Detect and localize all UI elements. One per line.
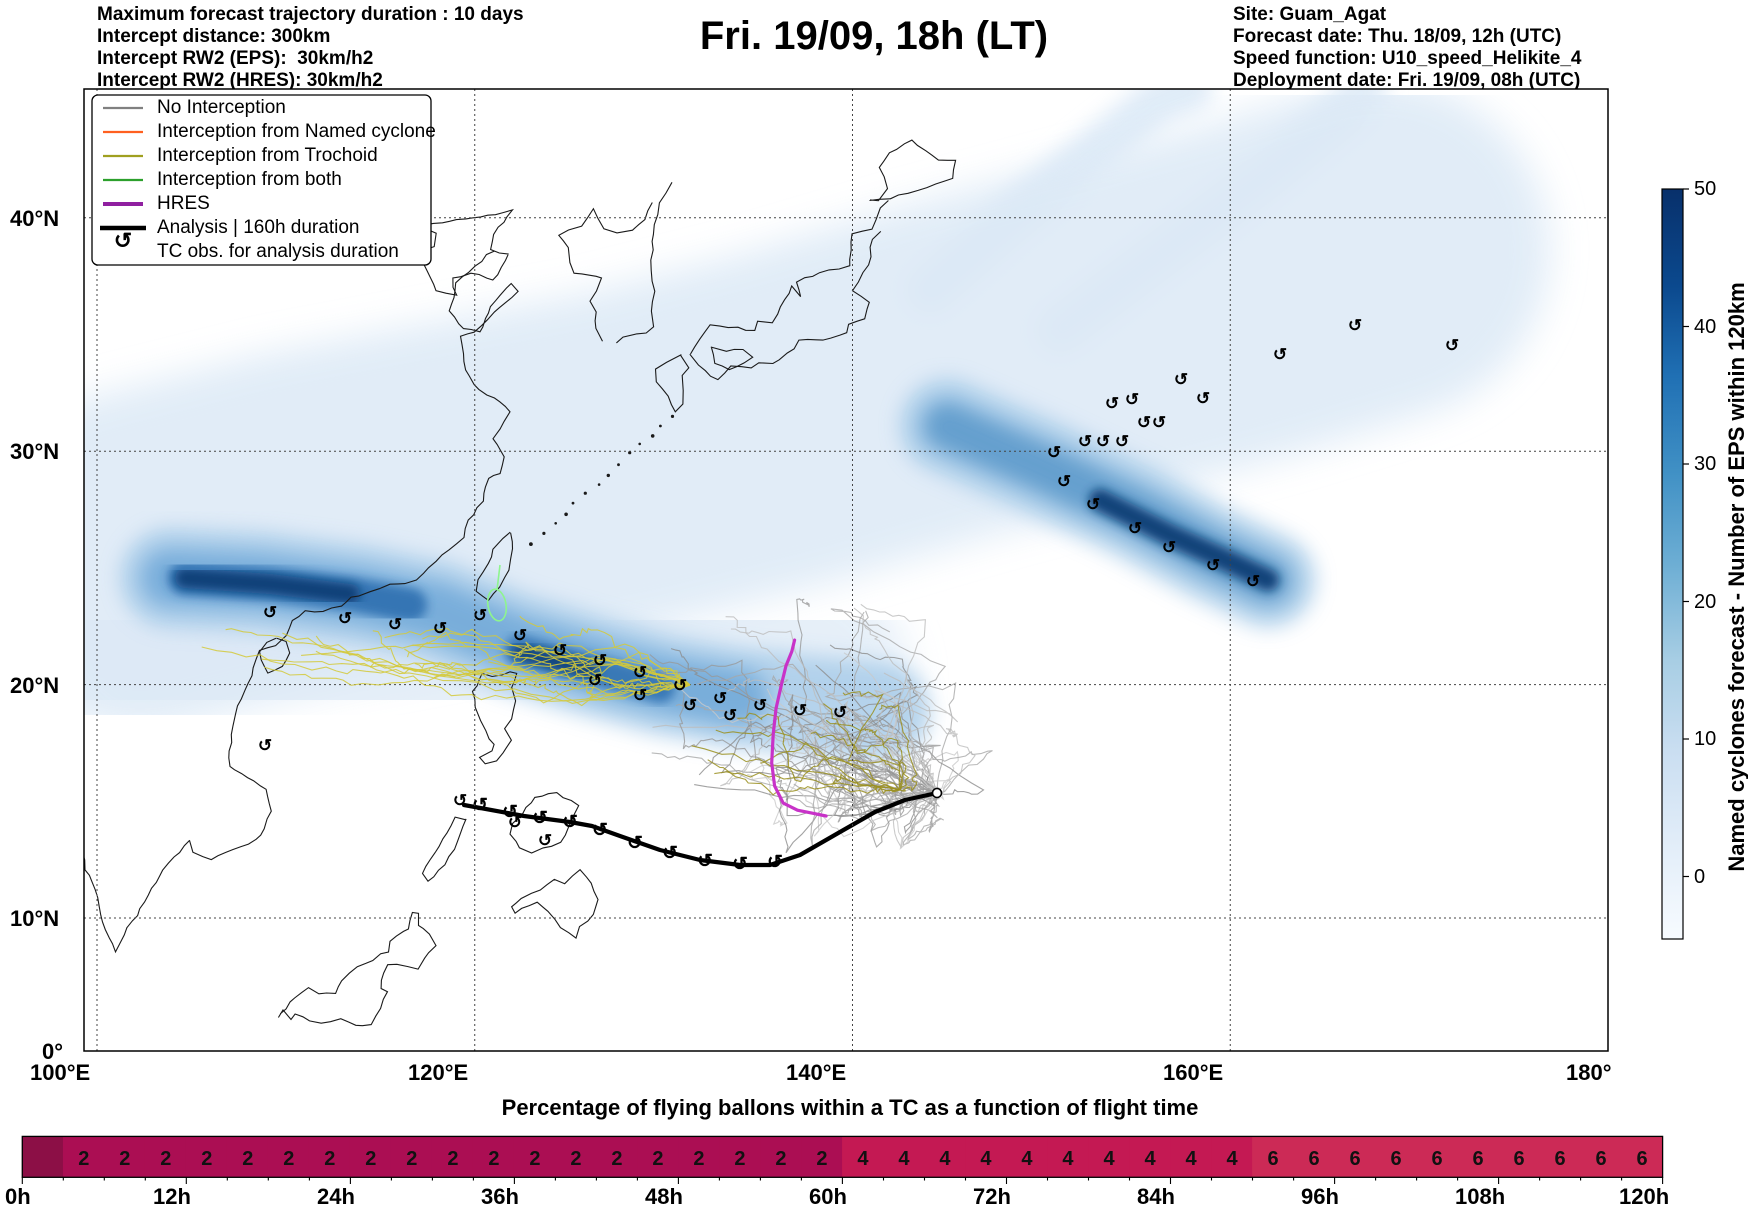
svg-text:2: 2 xyxy=(365,1148,376,1170)
svg-text:4: 4 xyxy=(1144,1148,1156,1170)
svg-text:2: 2 xyxy=(447,1148,458,1170)
svg-text:4: 4 xyxy=(857,1148,869,1170)
svg-text:6: 6 xyxy=(1267,1148,1278,1170)
svg-text:2: 2 xyxy=(160,1148,171,1170)
svg-text:2: 2 xyxy=(816,1148,827,1170)
svg-text:2: 2 xyxy=(652,1148,663,1170)
svg-text:2: 2 xyxy=(324,1148,335,1170)
svg-text:6: 6 xyxy=(1596,1148,1607,1170)
svg-text:6: 6 xyxy=(1390,1148,1401,1170)
svg-text:6: 6 xyxy=(1637,1148,1648,1170)
svg-text:2: 2 xyxy=(406,1148,417,1170)
svg-text:2: 2 xyxy=(242,1148,253,1170)
svg-text:2: 2 xyxy=(119,1148,130,1170)
svg-text:2: 2 xyxy=(283,1148,294,1170)
svg-text:2: 2 xyxy=(201,1148,212,1170)
svg-text:6: 6 xyxy=(1555,1148,1566,1170)
svg-text:2: 2 xyxy=(775,1148,786,1170)
svg-text:6: 6 xyxy=(1473,1148,1484,1170)
svg-text:4: 4 xyxy=(1226,1148,1238,1170)
svg-text:2: 2 xyxy=(693,1148,704,1170)
svg-text:6: 6 xyxy=(1349,1148,1360,1170)
svg-text:2: 2 xyxy=(78,1148,89,1170)
svg-text:2: 2 xyxy=(611,1148,622,1170)
svg-text:4: 4 xyxy=(939,1148,951,1170)
svg-text:2: 2 xyxy=(570,1148,581,1170)
svg-text:6: 6 xyxy=(1514,1148,1525,1170)
svg-text:2: 2 xyxy=(488,1148,499,1170)
svg-text:6: 6 xyxy=(1308,1148,1319,1170)
svg-text:4: 4 xyxy=(1062,1148,1074,1170)
svg-text:4: 4 xyxy=(1103,1148,1115,1170)
svg-text:4: 4 xyxy=(980,1148,992,1170)
svg-text:4: 4 xyxy=(1185,1148,1197,1170)
svg-text:2: 2 xyxy=(529,1148,540,1170)
svg-text:4: 4 xyxy=(898,1148,910,1170)
svg-text:2: 2 xyxy=(734,1148,745,1170)
svg-text:6: 6 xyxy=(1431,1148,1442,1170)
svg-text:4: 4 xyxy=(1021,1148,1033,1170)
